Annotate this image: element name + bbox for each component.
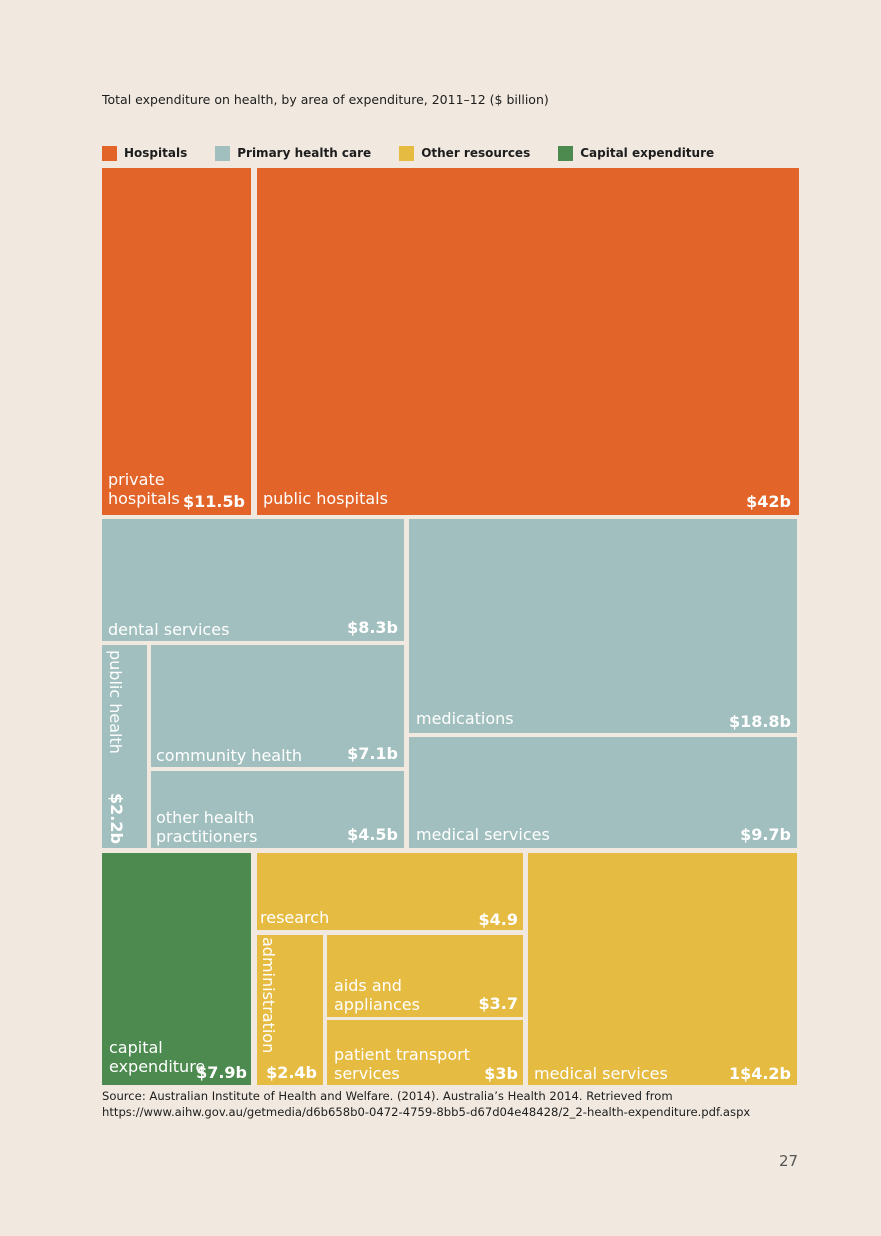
legend-label: Other resources	[421, 146, 531, 160]
tile-label: medications	[416, 709, 514, 728]
tile-primary-health-care-public-health: public health $2.2b	[102, 645, 147, 848]
source-citation: Source: Australian Institute of Health a…	[102, 1089, 751, 1119]
legend-swatch	[102, 145, 117, 161]
tile-value: $11.5b	[182, 492, 245, 511]
tile-label: aids and appliances	[334, 976, 420, 1014]
tile-value: $7.1b	[347, 744, 398, 763]
tile-label: patient transport services	[334, 1045, 470, 1083]
tile-value: $18.8b	[728, 712, 791, 731]
tile-label: public health	[106, 650, 125, 754]
tile-label: other health practitioners	[156, 808, 258, 846]
tile-primary-health-care-other-health-practitioners: other health practitioners $4.5b	[151, 771, 404, 848]
tile-value: $8.3b	[347, 618, 398, 637]
tile-label: medical services	[416, 825, 550, 844]
tile-label: private hospitals	[108, 470, 180, 508]
tile-other-resources-patient-transport-services: patient transport services $3b	[327, 1020, 523, 1085]
tile-label: capital expenditure	[109, 1038, 206, 1076]
tile-value: $2.2b	[107, 793, 126, 844]
legend-swatch	[558, 145, 574, 161]
tile-label: medical services	[534, 1064, 668, 1083]
page-number: 27	[779, 1152, 799, 1170]
tile-primary-health-care-community-health: community health $7.1b	[151, 645, 404, 767]
tile-value: $7.9b	[196, 1063, 247, 1082]
legend-item: Hospitals	[102, 145, 188, 161]
tile-other-resources-administration: administration $2.4b	[257, 935, 323, 1085]
tile-primary-health-care-medical-services: medical services $9.7b	[409, 737, 797, 848]
tile-other-resources-medical-services: medical services 1$4.2b	[528, 853, 797, 1085]
tile-value: $42b	[746, 492, 791, 511]
tile-value: $3.7	[478, 994, 518, 1013]
legend-label: Primary health care	[237, 146, 372, 160]
legend-item: Other resources	[399, 145, 531, 161]
legend-item: Capital expenditure	[558, 145, 715, 161]
tile-primary-health-care-dental-services: dental services $8.3b	[102, 519, 404, 641]
tile-value: $4.5b	[347, 825, 398, 844]
tile-label: dental services	[108, 620, 230, 639]
legend-label: Hospitals	[124, 146, 188, 160]
tile-hospitals-private-hospitals: private hospitals $11.5b	[102, 168, 251, 515]
tile-value: $2.4b	[266, 1063, 317, 1082]
legend-swatch	[399, 145, 415, 161]
tile-label: public hospitals	[263, 489, 388, 508]
tile-primary-health-care-medications: medications $18.8b	[409, 519, 797, 733]
legend-item: Primary health care	[215, 145, 372, 161]
tile-value: $9.7b	[740, 825, 791, 844]
tile-label: administration	[259, 937, 278, 1054]
tile-other-resources-aids-and-appliances: aids and appliances $3.7	[327, 935, 523, 1017]
tile-value: 1$4.2b	[728, 1064, 791, 1083]
tile-hospitals-public-hospitals: public hospitals $42b	[257, 168, 799, 515]
tile-capital-expenditure-capital-expenditure: capital expenditure $7.9b	[102, 853, 251, 1085]
tile-value: $3b	[484, 1064, 518, 1083]
tile-label: research	[260, 908, 330, 927]
chart-title: Total expenditure on health, by area of …	[102, 92, 549, 107]
legend-label: Capital expenditure	[580, 146, 715, 160]
tile-value: $4.9	[478, 910, 518, 929]
tile-other-resources-research: research $4.9	[257, 853, 523, 930]
legend-swatch	[215, 145, 231, 161]
chart-legend: Hospitals Primary health care Other resour…	[102, 144, 742, 162]
tile-label: community health	[156, 746, 302, 765]
